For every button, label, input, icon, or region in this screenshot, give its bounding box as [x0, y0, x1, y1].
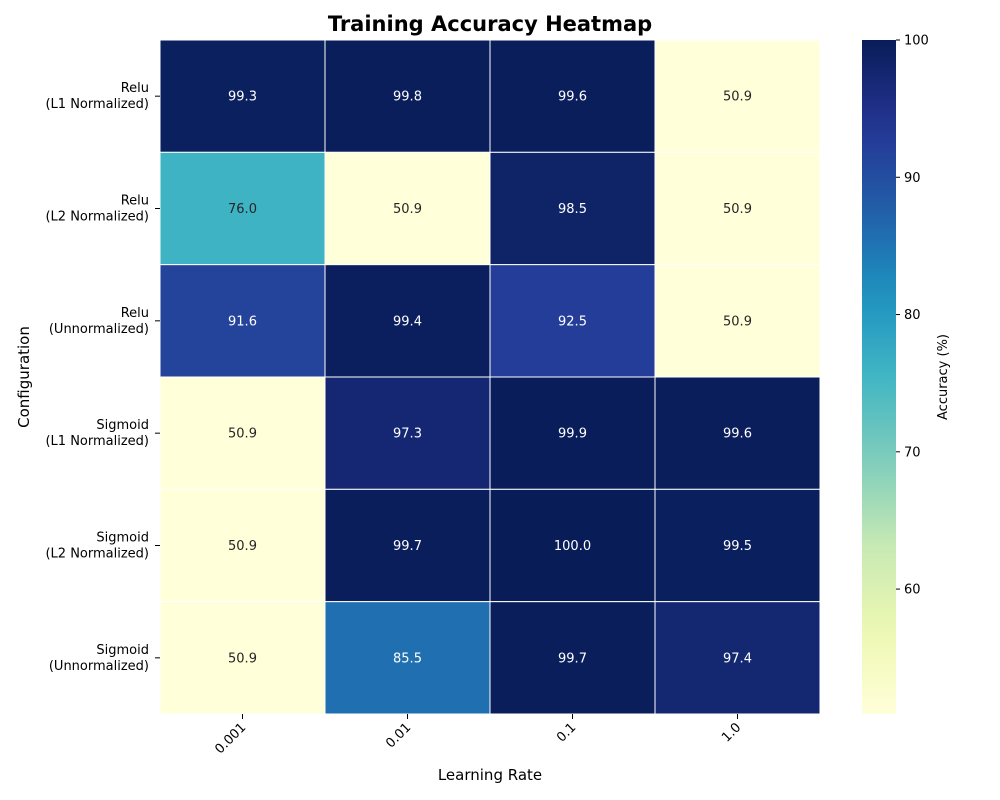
heatmap-cell [489, 39, 656, 153]
heatmap-cell [654, 376, 821, 490]
colorbar-tick-label: 60 [904, 583, 921, 598]
cell-value-label: 99.8 [393, 90, 422, 105]
cell-value-label: 50.9 [228, 651, 257, 666]
x-tick-label: 1.0 [719, 720, 744, 745]
cell-value-label: 50.9 [723, 314, 752, 329]
cell-value-label: 76.0 [228, 202, 257, 217]
heatmap-cell [654, 39, 821, 153]
y-axis-label: Configuration [15, 326, 33, 428]
heatmap-cell [159, 151, 326, 266]
cell-value-label: 98.5 [558, 202, 587, 217]
heatmap-cell [159, 601, 326, 715]
cell-value-label: 99.6 [723, 427, 752, 442]
cell-value-label: 97.4 [723, 651, 752, 666]
heatmap-cells: 99.3 99.8 99.6 50.9 76.0 50.9 98.5 50.9 91.6 99.4… [159, 39, 821, 715]
heatmap-cell [654, 488, 821, 603]
heatmap-cell [159, 488, 326, 603]
cell-value-label: 99.9 [558, 427, 587, 442]
cell-value-label: 50.9 [393, 202, 422, 217]
heatmap-cell [489, 488, 656, 603]
cell-value-label: 99.7 [558, 651, 587, 666]
cell-value-label: 99.7 [393, 539, 422, 554]
y-tick-label: Relu (L1 Normalized) [45, 81, 149, 112]
cell-value-label: 97.3 [393, 427, 422, 442]
x-axis-label: Learning Rate [438, 766, 542, 784]
cell-value-label: 85.5 [393, 651, 422, 666]
heatmap-cell [324, 39, 491, 153]
heatmap-cell [324, 376, 491, 490]
colorbar-tick-label: 70 [904, 445, 921, 460]
x-tick-label: 0.1 [554, 720, 579, 745]
cell-value-label: 99.5 [723, 539, 752, 554]
heatmap-cell [654, 151, 821, 266]
y-tick-label: Sigmoid (L2 Normalized) [45, 531, 149, 562]
y-tick-label: Sigmoid (L1 Normalized) [45, 418, 149, 449]
cell-value-label: 99.6 [558, 90, 587, 105]
colorbar-tick-label: 80 [904, 308, 921, 323]
cell-value-label: 100.0 [554, 539, 591, 554]
colorbar-label: Accuracy (%) [936, 334, 951, 420]
y-tick-label: Relu (Unnormalized) [49, 306, 149, 337]
heatmap-cell [159, 39, 326, 153]
heatmap-cell [324, 601, 491, 715]
x-axis-ticks: 0.001 0.01 0.1 1.0 [212, 714, 744, 757]
heatmap-cell [654, 264, 821, 378]
chart-title: Training Accuracy Heatmap [328, 12, 652, 36]
heatmap-cell [159, 376, 326, 490]
cell-value-label: 99.3 [228, 90, 257, 105]
cell-value-label: 50.9 [228, 539, 257, 554]
cell-value-label: 50.9 [723, 90, 752, 105]
y-tick-label: Sigmoid (Unnormalized) [49, 643, 149, 674]
heatmap-cell [324, 151, 491, 266]
colorbar-tick-label: 100 [904, 34, 929, 49]
y-axis-ticks: Relu (L1 Normalized) Relu (L2 Normalized) Re… [45, 81, 160, 674]
x-tick-label: 0.01 [383, 720, 414, 751]
heatmap-cell [489, 601, 656, 715]
x-tick-label: 0.001 [212, 720, 249, 757]
y-tick-label: Relu (L2 Normalized) [45, 194, 149, 225]
heatmap-cell [324, 264, 491, 378]
heatmap-cell [654, 601, 821, 715]
cell-value-label: 91.6 [228, 314, 257, 329]
heatmap-cell [324, 488, 491, 603]
colorbar-tick-label: 90 [904, 171, 921, 186]
heatmap-cell [489, 376, 656, 490]
cell-value-label: 50.9 [723, 202, 752, 217]
colorbar [862, 40, 896, 714]
colorbar-ticks: 60 70 80 90 100 [896, 34, 929, 598]
cell-value-label: 92.5 [558, 314, 587, 329]
cell-value-label: 50.9 [228, 427, 257, 442]
cell-value-label: 99.4 [393, 314, 422, 329]
